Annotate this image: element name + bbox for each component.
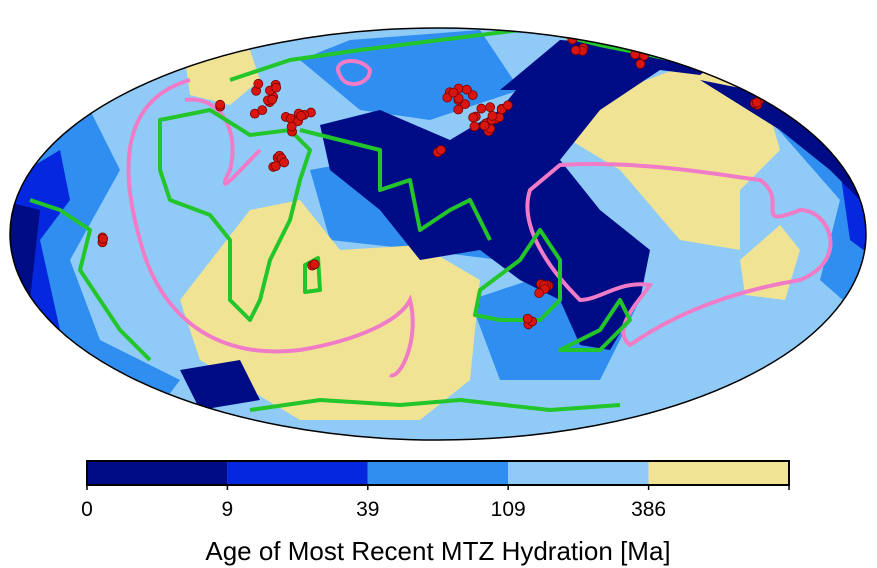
colorbar: 0 9 39 109 386 [81,460,790,521]
marker [534,288,545,298]
colorbar-tick-label: 386 [631,498,666,521]
colorbar-tick-label: 9 [222,498,234,521]
marker [309,259,320,270]
outline-pink [525,161,833,348]
marker [468,112,479,123]
marker [270,161,281,172]
marker [476,103,487,114]
coastline [473,228,562,322]
marker [286,121,297,132]
region-youngest [320,40,660,350]
earthquake-markers [97,34,765,330]
marker [453,104,464,115]
marker [635,59,646,69]
colorbar-segment [508,461,649,485]
colorbar-label: Age of Most Recent MTZ Hydration [Ma] [205,536,670,566]
marker [522,313,533,324]
marker [279,157,290,168]
outline-pink [126,78,415,378]
colorbar-segment [87,461,228,485]
marker [436,145,446,155]
marker [296,111,307,121]
region-old [185,50,260,105]
colorbar-segment [648,461,789,485]
colorbar-tick-label: 0 [81,498,93,521]
coastline [558,298,632,352]
coastline [158,108,312,322]
colorbar-tick-label: 39 [356,498,379,521]
marker [215,99,226,110]
outline-pink [184,97,262,186]
marker [461,84,472,95]
map-border [9,27,867,441]
region-old [570,60,780,250]
marker [271,82,282,93]
marker [479,120,490,131]
outline-pink [336,58,373,86]
marker [485,102,496,113]
marker [253,78,264,89]
marker [267,94,278,105]
colorbar-tick-label: 109 [491,498,526,521]
coastline [299,128,492,241]
marker [469,121,480,132]
marker [448,87,459,98]
marker [751,97,762,108]
marker [257,105,268,116]
map [10,28,866,440]
colorbar-segment [367,461,509,485]
marker [503,100,513,111]
region-youngest [180,360,260,410]
coastline [29,198,152,362]
marker [487,110,498,121]
marker [98,233,109,244]
colorbar-segment [227,461,368,485]
colorbar-frame [86,460,790,486]
coastline [249,398,621,412]
marker [570,45,581,56]
